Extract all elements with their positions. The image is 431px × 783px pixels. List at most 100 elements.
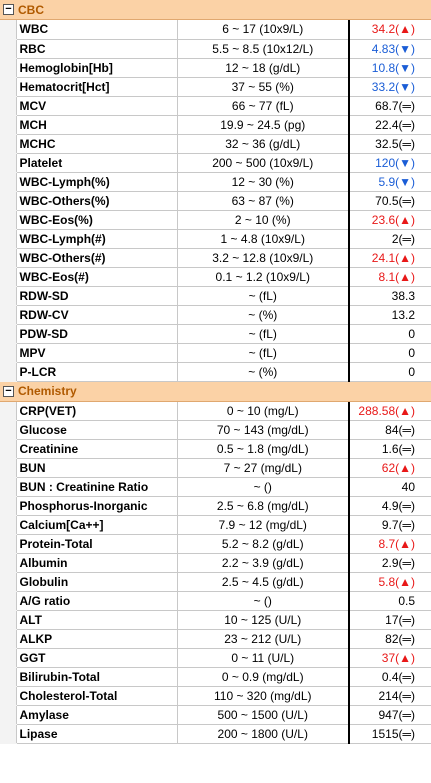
table-row[interactable]: BUN 7 ~ 27 (mg/dL) 62(▲) — [0, 458, 431, 478]
table-row[interactable]: GGT 0 ~ 11 (U/L) 37(▲) — [0, 648, 431, 668]
table-row[interactable]: RBC 5.5 ~ 8.5 (10x12/L) 4.83(▼) — [0, 39, 431, 59]
result-value: 34.2(▲) — [348, 20, 417, 40]
reference-range: 19.9 ~ 24.5 (pg) — [176, 115, 349, 135]
row-gutter — [0, 572, 16, 592]
reference-range: 500 ~ 1500 (U/L) — [176, 705, 349, 725]
row-gutter — [0, 591, 16, 611]
reference-range: 2 ~ 10 (%) — [176, 210, 349, 230]
row-spacer — [417, 458, 431, 478]
table-row[interactable]: Amylase 500 ~ 1500 (U/L) 947(═) — [0, 705, 431, 725]
test-name: WBC-Eos(#) — [15, 267, 177, 287]
table-row[interactable]: WBC-Lymph(%) 12 ~ 30 (%) 5.9(▼) — [0, 172, 431, 192]
table-row[interactable]: Globulin 2.5 ~ 4.5 (g/dL) 5.8(▲) — [0, 572, 431, 592]
test-name: WBC-Others(#) — [15, 248, 177, 268]
row-gutter — [0, 420, 16, 440]
test-name: ALKP — [15, 629, 177, 649]
result-value: 13.2 — [348, 305, 417, 325]
row-spacer — [417, 591, 431, 611]
test-name: MCV — [15, 96, 177, 116]
row-spacer — [417, 724, 431, 744]
result-value: 2.9(═) — [348, 553, 417, 573]
table-row[interactable]: MCHC 32 ~ 36 (g/dL) 32.5(═) — [0, 134, 431, 154]
test-name: RBC — [15, 39, 177, 59]
row-gutter — [0, 286, 16, 306]
test-name: WBC-Lymph(#) — [15, 229, 177, 249]
row-spacer — [417, 534, 431, 554]
table-row[interactable]: A/G ratio ~ () 0.5 — [0, 591, 431, 611]
table-row[interactable]: RDW-SD ~ (fL) 38.3 — [0, 286, 431, 306]
table-row[interactable]: BUN : Creatinine Ratio ~ () 40 — [0, 477, 431, 497]
row-gutter — [0, 324, 16, 344]
reference-range: 0 ~ 0.9 (mg/dL) — [176, 667, 349, 687]
table-row[interactable]: RDW-CV ~ (%) 13.2 — [0, 305, 431, 325]
reference-range: 2.2 ~ 3.9 (g/dL) — [176, 553, 349, 573]
section-header-cbc[interactable]: − CBC — [0, 0, 431, 20]
row-spacer — [417, 629, 431, 649]
table-row[interactable]: MCV 66 ~ 77 (fL) 68.7(═) — [0, 96, 431, 116]
table-row[interactable]: Glucose 70 ~ 143 (mg/dL) 84(═) — [0, 420, 431, 440]
table-row[interactable]: Hematocrit[Hct] 37 ~ 55 (%) 33.2(▼) — [0, 77, 431, 97]
reference-range: 0.5 ~ 1.8 (mg/dL) — [176, 439, 349, 459]
row-spacer — [417, 496, 431, 516]
table-row[interactable]: ALT 10 ~ 125 (U/L) 17(═) — [0, 610, 431, 630]
row-spacer — [417, 477, 431, 497]
table-row[interactable]: Calcium[Ca++] 7.9 ~ 12 (mg/dL) 9.7(═) — [0, 515, 431, 535]
result-value: 23.6(▲) — [348, 210, 417, 230]
row-gutter — [0, 667, 16, 687]
reference-range: 23 ~ 212 (U/L) — [176, 629, 349, 649]
table-row[interactable]: MCH 19.9 ~ 24.5 (pg) 22.4(═) — [0, 115, 431, 135]
row-gutter — [0, 401, 16, 421]
table-row[interactable]: Albumin 2.2 ~ 3.9 (g/dL) 2.9(═) — [0, 553, 431, 573]
table-row[interactable]: WBC-Lymph(#) 1 ~ 4.8 (10x9/L) 2(═) — [0, 229, 431, 249]
result-value: 0 — [348, 362, 417, 382]
table-row[interactable]: CRP(VET) 0 ~ 10 (mg/L) 288.58(▲) — [0, 401, 431, 421]
row-spacer — [417, 248, 431, 268]
collapse-icon[interactable]: − — [3, 385, 14, 397]
table-row[interactable]: Protein-Total 5.2 ~ 8.2 (g/dL) 8.7(▲) — [0, 534, 431, 554]
table-row[interactable]: WBC-Others(%) 63 ~ 87 (%) 70.5(═) — [0, 191, 431, 211]
table-row[interactable]: Creatinine 0.5 ~ 1.8 (mg/dL) 1.6(═) — [0, 439, 431, 459]
row-spacer — [417, 343, 431, 363]
reference-range: ~ (fL) — [176, 324, 349, 344]
table-row[interactable]: WBC-Eos(#) 0.1 ~ 1.2 (10x9/L) 8.1(▲) — [0, 267, 431, 287]
reference-range: 200 ~ 1800 (U/L) — [176, 724, 349, 744]
row-gutter — [0, 343, 16, 363]
test-name: GGT — [15, 648, 177, 668]
test-name: WBC-Lymph(%) — [15, 172, 177, 192]
row-gutter — [0, 20, 16, 40]
row-spacer — [417, 267, 431, 287]
section-header-chemistry[interactable]: − Chemistry — [0, 381, 431, 402]
test-name: Glucose — [15, 420, 177, 440]
result-value: 8.7(▲) — [348, 534, 417, 554]
row-spacer — [417, 229, 431, 249]
test-name: PDW-SD — [15, 324, 177, 344]
collapse-icon[interactable]: − — [3, 4, 14, 15]
table-row[interactable]: WBC-Eos(%) 2 ~ 10 (%) 23.6(▲) — [0, 210, 431, 230]
reference-range: 7.9 ~ 12 (mg/dL) — [176, 515, 349, 535]
test-name: WBC — [15, 20, 177, 40]
table-row[interactable]: Phosphorus-Inorganic 2.5 ~ 6.8 (mg/dL) 4.9… — [0, 496, 431, 516]
test-name: WBC-Eos(%) — [15, 210, 177, 230]
result-value: 0.4(═) — [348, 667, 417, 687]
table-row[interactable]: P-LCR ~ (%) 0 — [0, 362, 431, 382]
row-gutter — [0, 724, 16, 744]
reference-range: 1 ~ 4.8 (10x9/L) — [176, 229, 349, 249]
table-row[interactable]: PDW-SD ~ (fL) 0 — [0, 324, 431, 344]
table-row[interactable]: WBC-Others(#) 3.2 ~ 12.8 (10x9/L) 24.1(▲) — [0, 248, 431, 268]
result-value: 2(═) — [348, 229, 417, 249]
table-row[interactable]: Platelet 200 ~ 500 (10x9/L) 120(▼) — [0, 153, 431, 173]
result-value: 8.1(▲) — [348, 267, 417, 287]
result-value: 82(═) — [348, 629, 417, 649]
row-spacer — [417, 58, 431, 78]
table-row[interactable]: Bilirubin-Total 0 ~ 0.9 (mg/dL) 0.4(═) — [0, 667, 431, 687]
result-value: 9.7(═) — [348, 515, 417, 535]
table-row[interactable]: Hemoglobin[Hb] 12 ~ 18 (g/dL) 10.8(▼) — [0, 58, 431, 78]
table-row[interactable]: ALKP 23 ~ 212 (U/L) 82(═) — [0, 629, 431, 649]
table-row[interactable]: WBC 6 ~ 17 (10x9/L) 34.2(▲) — [0, 20, 431, 40]
table-row[interactable]: Cholesterol-Total 110 ~ 320 (mg/dL) 214(═) — [0, 686, 431, 706]
table-row[interactable]: Lipase 200 ~ 1800 (U/L) 1515(═) — [0, 724, 431, 744]
test-name: A/G ratio — [15, 591, 177, 611]
reference-range: 3.2 ~ 12.8 (10x9/L) — [176, 248, 349, 268]
row-spacer — [417, 210, 431, 230]
table-row[interactable]: MPV ~ (fL) 0 — [0, 343, 431, 363]
